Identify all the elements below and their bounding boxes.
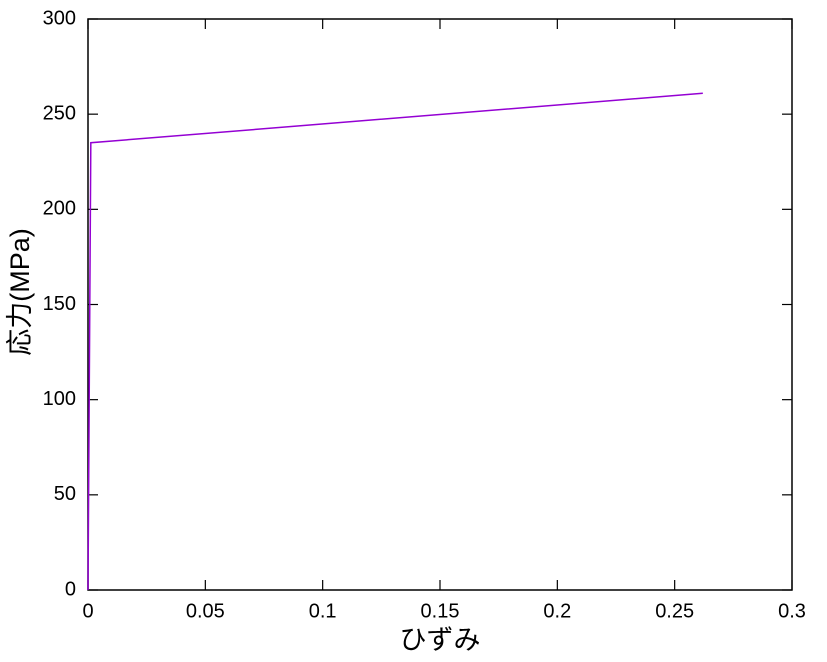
data-line [87,92,703,591]
x-tick-label: 0.1 [309,600,337,622]
x-tick-label: 0.25 [655,600,694,622]
x-tick-label: 0 [82,600,93,622]
y-tick-label: 150 [43,293,76,315]
x-tick-label: 0.05 [186,600,225,622]
x-axis-label: ひずみ [400,625,481,655]
y-tick-label: 0 [65,578,76,600]
y-tick-label: 300 [43,7,76,29]
x-tick-label: 0.15 [421,600,460,622]
x-tick-label: 0.3 [778,600,806,622]
y-tick-label: 50 [54,483,76,505]
plot-frame [87,18,793,591]
x-tick-label: 0.2 [543,600,571,622]
y-axis-label: 応力(MPa) [5,228,35,356]
y-tick-label: 100 [43,388,76,410]
y-tick-label: 200 [43,198,76,220]
y-tick-label: 250 [43,102,76,124]
